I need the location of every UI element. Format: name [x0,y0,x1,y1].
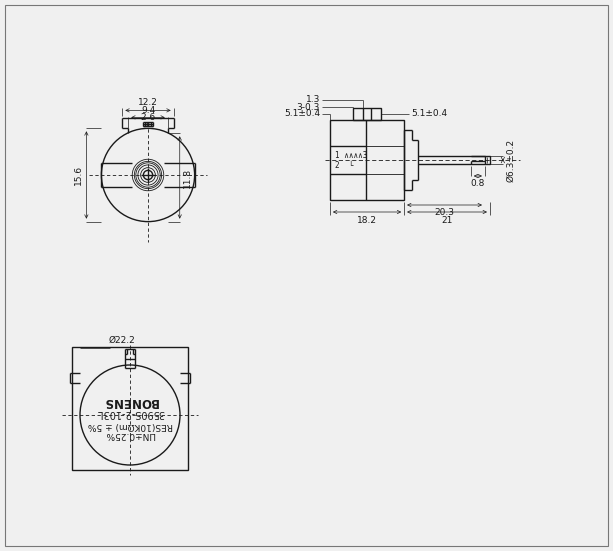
Text: LIN±0.25%: LIN±0.25% [105,430,155,440]
Text: 2 6: 2 6 [141,114,155,122]
Bar [330,120,404,200]
Text: 15.6: 15.6 [74,165,83,185]
Text: 5.1±0.4: 5.1±0.4 [284,110,320,118]
Text: 9.4: 9.4 [141,106,155,115]
Text: BONENS: BONENS [102,395,158,408]
Text: 5.1±0.4: 5.1±0.4 [411,110,447,118]
Text: 3590S-2-103L: 3590S-2-103L [96,408,164,418]
Text: Ø22.2: Ø22.2 [109,336,135,345]
Text: RES(10KΩm) ± 5%: RES(10KΩm) ± 5% [88,420,173,429]
Text: Ø6.3±0.2: Ø6.3±0.2 [506,138,515,182]
Text: 21: 21 [441,216,452,225]
Bar [353,108,381,120]
Text: 3-0.3: 3-0.3 [297,102,320,111]
Text: 1.3: 1.3 [306,95,320,105]
Text: 11.8: 11.8 [183,168,192,187]
Text: 2  └: 2 └ [335,160,354,170]
Text: 20.3: 20.3 [435,208,454,217]
Text: 0.8: 0.8 [471,179,485,188]
Text: 12.2: 12.2 [138,99,158,107]
Text: 1 ∧∧∧∧3: 1 ∧∧∧∧3 [335,152,367,160]
Bar [485,156,490,164]
Bar [72,347,188,470]
Text: 18.2: 18.2 [357,216,377,225]
